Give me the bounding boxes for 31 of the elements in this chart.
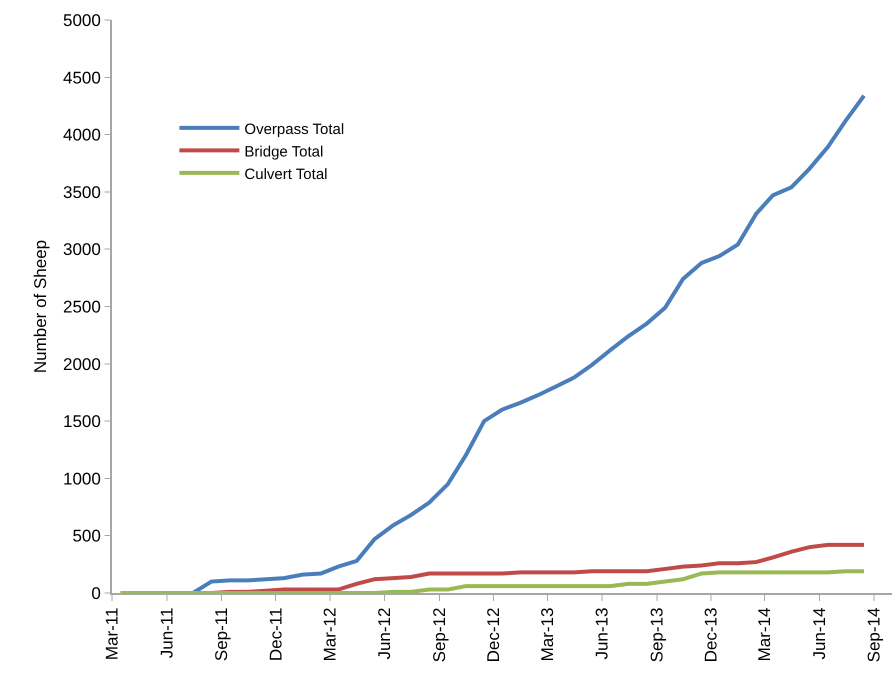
x-tick-label: Dec-12 bbox=[484, 608, 504, 662]
y-tick-label: 500 bbox=[72, 526, 101, 546]
x-tick-label: Mar-12 bbox=[320, 608, 340, 662]
x-tick-label: Jun-12 bbox=[375, 608, 394, 660]
y-tick-label: 2500 bbox=[63, 297, 101, 316]
x-tick-label: Dec-11 bbox=[266, 608, 286, 662]
x-tick-label: Sep-13 bbox=[647, 608, 666, 662]
y-tick-label: 4000 bbox=[63, 126, 101, 145]
x-tick-label: Jun-13 bbox=[592, 608, 612, 660]
x-tick-label: Jun-14 bbox=[810, 608, 829, 660]
y-tick-label: 3000 bbox=[63, 240, 101, 260]
line-series bbox=[118, 569, 866, 593]
x-tick-label: Sep-14 bbox=[864, 608, 884, 662]
x-tick-label: Mar-13 bbox=[538, 608, 557, 662]
y-tick-label: 3500 bbox=[63, 182, 101, 202]
y-tick-label: 2000 bbox=[63, 354, 101, 374]
x-tick-label: Mar-11 bbox=[102, 608, 122, 660]
x-tick-label: Sep-11 bbox=[212, 608, 232, 662]
y-axis-title: Number of Sheep bbox=[31, 240, 50, 374]
x-tick-label: Mar-14 bbox=[755, 608, 774, 662]
y-tick-label: 0 bbox=[91, 584, 101, 603]
y-tick-label: 4500 bbox=[63, 68, 101, 88]
legend-label: Bridge Total bbox=[244, 143, 324, 160]
legend-label: Overpass Total bbox=[244, 120, 344, 138]
x-tick-label: Dec-13 bbox=[702, 608, 721, 662]
x-tick-label: Sep-12 bbox=[430, 608, 450, 662]
y-tick-label: 5000 bbox=[63, 10, 101, 30]
x-tick-label: Jun-11 bbox=[157, 608, 176, 658]
legend-label: Culvert Total bbox=[244, 166, 328, 183]
y-tick-label: 1500 bbox=[63, 412, 101, 432]
y-tick-label: 1000 bbox=[63, 469, 101, 488]
